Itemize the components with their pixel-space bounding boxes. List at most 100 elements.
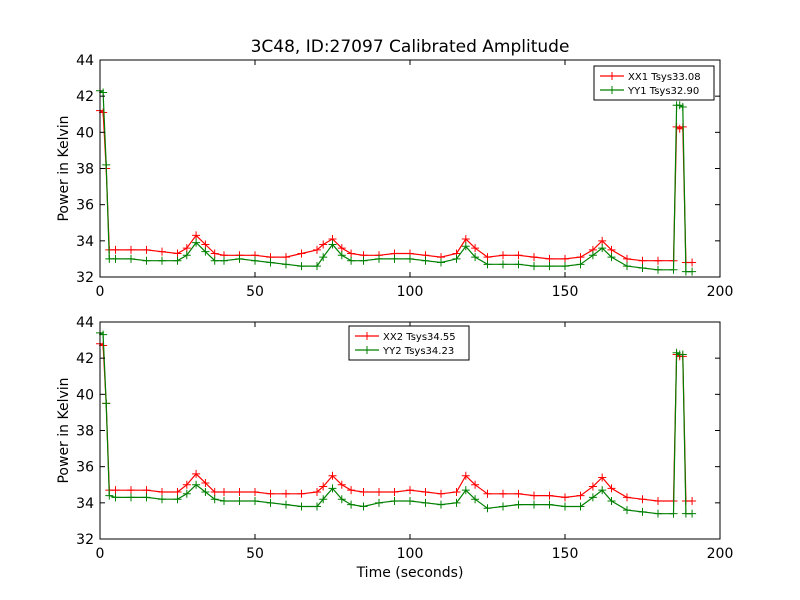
data-point xyxy=(654,265,662,274)
data-point xyxy=(607,484,616,493)
data-point xyxy=(142,245,151,254)
data-point xyxy=(514,251,523,260)
data-point xyxy=(545,500,554,509)
data-point xyxy=(598,236,607,245)
data-point xyxy=(688,497,697,506)
data-point xyxy=(210,249,219,258)
data-point xyxy=(499,260,507,269)
data-point xyxy=(638,263,647,272)
plots: 0 50 100 150 200 32 34 36 38 40 42 44 Power in Kelvi… xyxy=(56,53,733,562)
data-point xyxy=(111,245,120,254)
data-point xyxy=(359,502,368,511)
data-point xyxy=(623,506,631,515)
data-point xyxy=(678,350,687,359)
legend-entry-label: YY1 Tsys32.90 xyxy=(627,86,699,97)
y-tick-label: 32 xyxy=(76,532,94,548)
data-point xyxy=(158,495,166,504)
data-point xyxy=(461,242,470,251)
data-point xyxy=(158,256,166,265)
data-point xyxy=(561,493,569,502)
data-point xyxy=(471,253,480,262)
data-point xyxy=(251,497,259,506)
data-point xyxy=(576,253,585,262)
data-point xyxy=(545,254,554,263)
data-point xyxy=(337,495,346,504)
y-tick-label: 44 xyxy=(76,315,94,331)
data-point xyxy=(514,260,523,269)
x-tick-label: 150 xyxy=(552,546,579,562)
data-point xyxy=(201,247,210,256)
x-tick-label: 50 xyxy=(246,546,264,562)
series-line-1 xyxy=(99,110,693,264)
data-point xyxy=(251,487,259,496)
x-tick-label: 150 xyxy=(552,284,579,300)
chart-title: 3C48, ID:27097 Calibrated Amplitude xyxy=(251,37,570,57)
data-point xyxy=(390,254,399,263)
data-point xyxy=(347,249,356,258)
data-point xyxy=(173,495,182,504)
data-point xyxy=(297,489,306,498)
data-point xyxy=(102,160,111,169)
data-point xyxy=(461,235,470,244)
y-tick-label: 40 xyxy=(76,125,94,141)
data-point xyxy=(220,487,228,496)
data-point xyxy=(514,500,523,509)
data-point xyxy=(406,497,414,506)
x-tick-label: 50 xyxy=(246,284,264,300)
data-point xyxy=(173,249,182,258)
data-point xyxy=(483,489,492,498)
data-point xyxy=(319,495,328,504)
x-axis-label: Time (seconds) xyxy=(356,565,464,581)
data-point xyxy=(347,486,356,495)
data-point xyxy=(530,500,538,509)
data-point xyxy=(182,244,191,253)
data-point xyxy=(598,486,607,495)
legend-entry-label: XX1 Tsys33.08 xyxy=(628,72,701,83)
data-point xyxy=(210,487,219,496)
data-point xyxy=(688,258,697,267)
data-point xyxy=(375,498,383,507)
data-point xyxy=(319,240,328,249)
data-point xyxy=(452,498,461,507)
data-point xyxy=(266,258,275,267)
data-point xyxy=(530,491,538,500)
data-point xyxy=(638,495,647,504)
data-point xyxy=(390,487,399,496)
data-point xyxy=(390,497,399,506)
data-point xyxy=(182,489,191,498)
series-line-2 xyxy=(99,90,693,273)
data-point xyxy=(607,497,616,506)
data-point xyxy=(313,487,321,496)
data-point xyxy=(545,262,554,271)
data-point xyxy=(406,254,414,263)
data-point xyxy=(588,482,597,491)
y-axis-label: Power in Kelvin xyxy=(56,377,72,483)
y-axis-label: Power in Kelvin xyxy=(56,115,72,221)
series-line-2 xyxy=(99,332,693,515)
data-point xyxy=(576,502,585,511)
data-point xyxy=(471,495,480,504)
x-tick-label: 0 xyxy=(96,284,105,300)
x-tick-label: 100 xyxy=(397,546,424,562)
x-tick-label: 100 xyxy=(397,284,424,300)
data-point xyxy=(158,247,166,256)
data-point xyxy=(588,251,597,260)
legend-swatch-marker xyxy=(363,346,371,354)
data-point xyxy=(102,399,111,408)
data-point xyxy=(105,491,114,500)
data-point xyxy=(328,471,337,480)
data-point xyxy=(111,254,120,263)
data-point xyxy=(282,500,290,509)
data-point xyxy=(375,254,383,263)
data-point xyxy=(319,482,328,491)
data-point xyxy=(530,253,538,262)
data-point xyxy=(220,256,228,265)
data-point xyxy=(359,256,368,265)
data-point xyxy=(347,500,356,509)
data-point xyxy=(282,489,290,498)
y-tick-label: 36 xyxy=(76,198,94,214)
data-point xyxy=(576,491,585,500)
data-point xyxy=(607,253,616,262)
legend-entry-label: YY2 Tsys34.23 xyxy=(382,346,454,357)
